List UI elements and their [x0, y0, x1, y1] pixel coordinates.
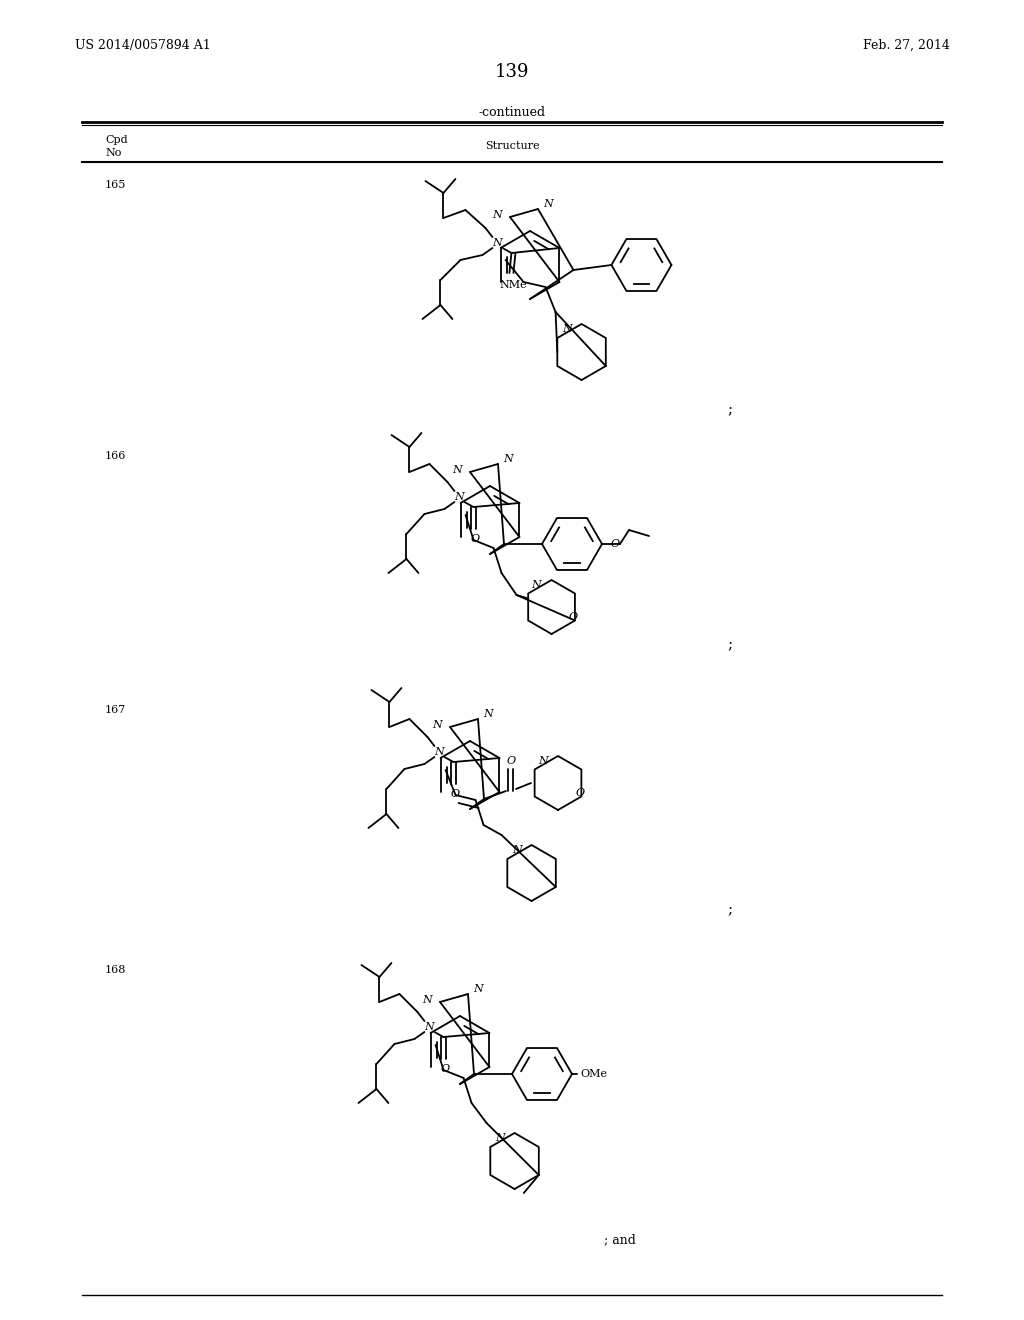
Text: No: No	[105, 148, 122, 158]
Text: N: N	[493, 210, 502, 220]
Text: N: N	[503, 454, 513, 465]
Text: N: N	[483, 709, 493, 719]
Text: OMe: OMe	[580, 1069, 607, 1078]
Text: N: N	[496, 1133, 506, 1143]
Text: Structure: Structure	[484, 141, 540, 150]
Text: Cpd: Cpd	[105, 135, 128, 145]
Text: N: N	[539, 756, 548, 766]
Text: N: N	[425, 1022, 434, 1032]
Text: 166: 166	[105, 451, 126, 461]
Text: US 2014/0057894 A1: US 2014/0057894 A1	[75, 38, 211, 51]
Text: N: N	[432, 719, 442, 730]
Text: 168: 168	[105, 965, 126, 975]
Text: ;: ;	[727, 903, 732, 917]
Text: Feb. 27, 2014: Feb. 27, 2014	[863, 38, 950, 51]
Text: O: O	[451, 789, 460, 799]
Text: -continued: -continued	[478, 106, 546, 119]
Text: N: N	[422, 995, 432, 1005]
Text: N: N	[531, 579, 542, 590]
Text: 167: 167	[105, 705, 126, 715]
Text: 165: 165	[105, 180, 126, 190]
Text: N: N	[562, 323, 572, 334]
Text: O: O	[569, 612, 579, 622]
Text: ; and: ; and	[604, 1233, 636, 1246]
Text: O: O	[611, 539, 621, 549]
Text: N: N	[453, 465, 462, 475]
Text: N: N	[434, 747, 444, 756]
Text: ;: ;	[727, 403, 732, 417]
Text: 139: 139	[495, 63, 529, 81]
Text: O: O	[441, 1064, 450, 1074]
Text: N: N	[455, 492, 464, 502]
Text: N: N	[493, 238, 503, 248]
Text: O: O	[471, 535, 480, 544]
Text: N: N	[513, 845, 522, 855]
Text: NMe: NMe	[500, 280, 527, 290]
Text: N: N	[543, 199, 553, 209]
Text: ;: ;	[727, 638, 732, 652]
Text: O: O	[575, 788, 585, 799]
Text: O: O	[507, 756, 515, 766]
Text: N: N	[473, 983, 482, 994]
